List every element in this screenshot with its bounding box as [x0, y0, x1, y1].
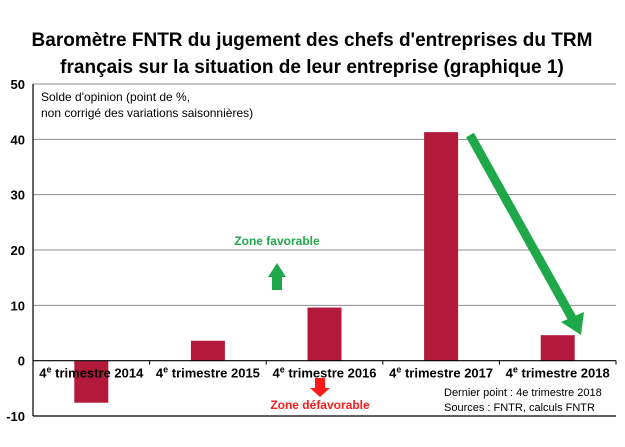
zone-unfavorable-label: Zone défavorable: [270, 398, 370, 412]
last-point-note: Dernier point : 4e trimestre 2018: [444, 387, 602, 399]
y-tick-label: 20: [11, 243, 25, 258]
x-tick-label: 4e trimestre 2017: [389, 365, 493, 381]
y-tick-label: 40: [11, 132, 25, 147]
y-tick-label: 30: [11, 188, 25, 203]
x-tick-label: 4e trimestre 2018: [506, 365, 610, 381]
bar: [424, 132, 459, 361]
bar: [307, 307, 342, 361]
x-tick-label: 4e trimestre 2016: [272, 365, 376, 381]
y-axis-label: Solde d'opinion (point de %,: [41, 90, 190, 104]
x-tick-label: 4e trimestre 2014: [39, 365, 144, 381]
y-tick-label: 0: [18, 354, 25, 369]
chart-title-line: Baromètre FNTR du jugement des chefs d'e…: [32, 30, 593, 51]
trend-arrow-shaft: [466, 132, 576, 321]
bar: [74, 360, 109, 403]
sources-note: Sources : FNTR, calculs FNTR: [444, 402, 595, 414]
bar: [540, 335, 575, 361]
y-tick-label: 50: [11, 77, 25, 92]
y-axis-label: non corrigé des variations saisonnières): [41, 106, 253, 120]
zone-favorable-label: Zone favorable: [234, 234, 320, 248]
up-arrow-icon: [268, 263, 286, 290]
down-arrow-icon: [310, 378, 330, 397]
x-tick-label: 4e trimestre 2015: [156, 365, 260, 381]
chart-title-line: français sur la situation de leur entrep…: [60, 57, 564, 78]
trend-arrow-head-icon: [561, 312, 584, 335]
y-tick-label: 10: [11, 298, 25, 313]
y-tick-label: -10: [6, 409, 25, 424]
bar: [190, 340, 225, 361]
